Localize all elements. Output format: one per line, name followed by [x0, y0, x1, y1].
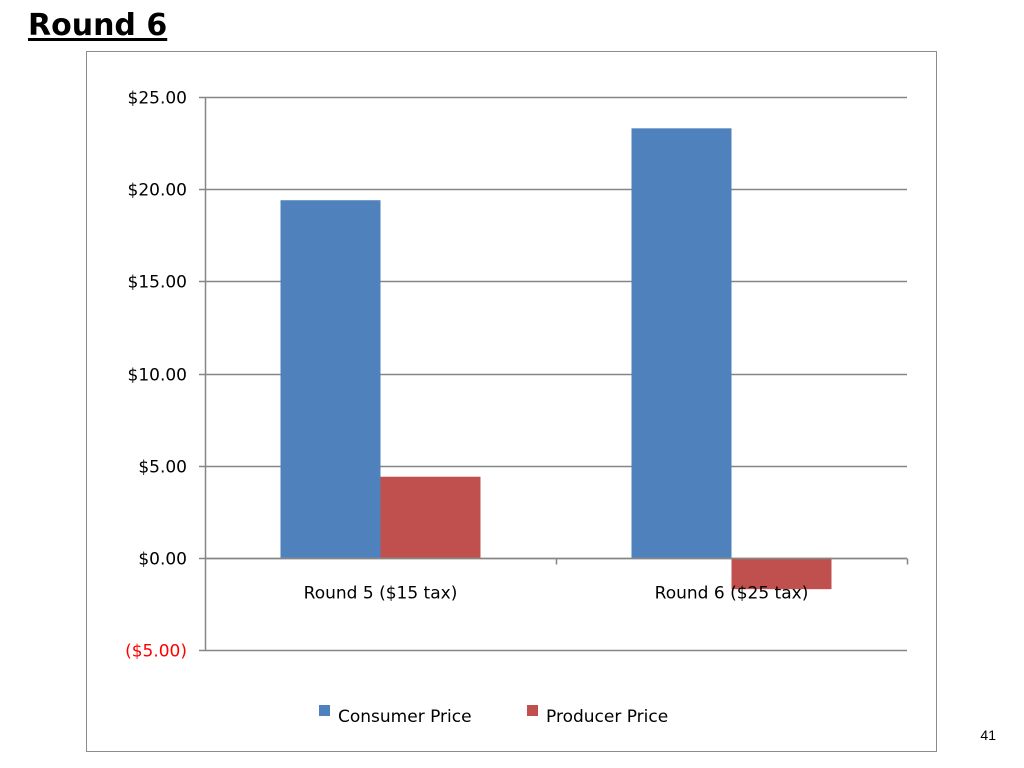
- y-tick-label: $5.00: [138, 458, 187, 478]
- bar-producer-price: [380, 476, 481, 558]
- y-tick-label: $10.00: [128, 366, 187, 386]
- y-tick-label: ($5.00): [125, 642, 187, 662]
- page-number: 41: [980, 727, 996, 743]
- chart-frame: [86, 51, 937, 752]
- legend: Consumer Price Producer Price: [319, 705, 668, 727]
- bar-consumer-price: [280, 200, 381, 558]
- legend-swatch: [319, 705, 330, 716]
- legend-label: Producer Price: [546, 707, 668, 727]
- x-category-label: Round 5 ($15 tax): [304, 584, 458, 604]
- bar-producer-price: [731, 557, 832, 590]
- y-tick-label: $0.00: [138, 550, 187, 570]
- axes: [204, 97, 909, 650]
- slide-title: Round 6: [28, 8, 168, 43]
- y-tick-label: $20.00: [128, 181, 187, 201]
- x-category-label: Round 6 ($25 tax): [655, 584, 809, 604]
- y-tick-label: $15.00: [128, 273, 187, 293]
- y-tick-label: $25.00: [128, 89, 187, 109]
- bars: [280, 128, 832, 590]
- axis-labels: $25.00 $20.00 $15.00 $10.00 $5.00 $0.00 ($5.00…: [125, 89, 808, 662]
- bar-consumer-price: [631, 128, 732, 558]
- legend-swatch: [527, 705, 538, 716]
- legend-label: Consumer Price: [338, 707, 472, 727]
